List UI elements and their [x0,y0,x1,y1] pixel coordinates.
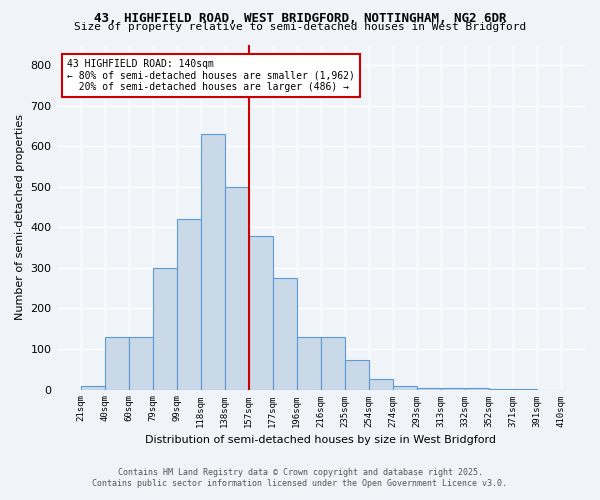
Bar [369,380,393,390]
Bar [393,386,417,390]
Bar [249,236,273,390]
Text: Size of property relative to semi-detached houses in West Bridgford: Size of property relative to semi-detach… [74,22,526,32]
Bar [104,337,128,390]
Bar [297,337,321,390]
Bar [345,360,369,390]
Bar [417,388,441,390]
Text: Contains HM Land Registry data © Crown copyright and database right 2025.
Contai: Contains HM Land Registry data © Crown c… [92,468,508,487]
Text: 43, HIGHFIELD ROAD, WEST BRIDGFORD, NOTTINGHAM, NG2 6DR: 43, HIGHFIELD ROAD, WEST BRIDGFORD, NOTT… [94,12,506,26]
Bar [128,337,152,390]
Bar [80,386,104,390]
X-axis label: Distribution of semi-detached houses by size in West Bridgford: Distribution of semi-detached houses by … [145,435,496,445]
Bar [465,388,489,390]
Bar [489,388,513,390]
Bar [176,220,200,390]
Text: 43 HIGHFIELD ROAD: 140sqm
← 80% of semi-detached houses are smaller (1,962)
  20: 43 HIGHFIELD ROAD: 140sqm ← 80% of semi-… [67,59,355,92]
Bar [273,278,297,390]
Y-axis label: Number of semi-detached properties: Number of semi-detached properties [15,114,25,320]
Bar [321,337,345,390]
Bar [224,187,249,390]
Bar [441,388,465,390]
Bar [152,268,176,390]
Bar [200,134,224,390]
